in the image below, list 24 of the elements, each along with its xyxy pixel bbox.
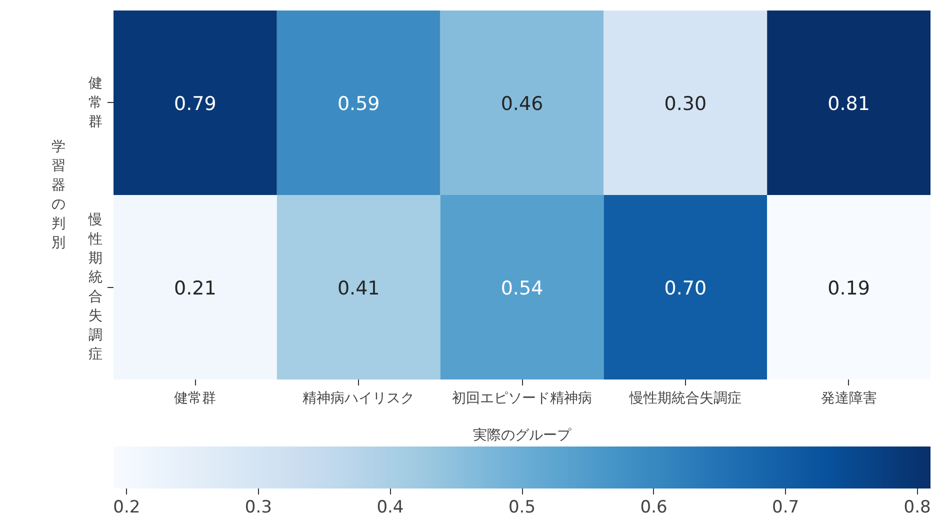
color-bar-label: 0.8 — [904, 498, 931, 515]
data-label: 0.54 — [500, 277, 544, 300]
data-label: 0.70 — [664, 277, 707, 300]
color-bar-label: 0.3 — [244, 498, 272, 515]
y-axis-title: 学習器の判別 — [52, 139, 66, 251]
data-label: 0.81 — [828, 92, 870, 115]
data-label: 0.59 — [337, 92, 380, 115]
color-bar-label: 0.2 — [113, 498, 140, 515]
data-label: 0.21 — [174, 277, 216, 300]
data-label: 0.79 — [174, 92, 216, 115]
x-tick-label: 精神病ハイリスク — [302, 390, 415, 406]
data-label: 0.19 — [828, 277, 870, 300]
data-label: 0.46 — [500, 92, 544, 115]
x-tick-label: 初回エピソード精神病 — [452, 390, 592, 406]
color-bar-label: 0.7 — [772, 498, 800, 515]
x-axis-title: 実際のグループ — [473, 428, 572, 444]
color-bar-label: 0.6 — [640, 498, 668, 515]
x-tick-label: 発達障害 — [820, 390, 877, 406]
color-bar-label: 0.4 — [376, 498, 404, 515]
x-tick-label: 慢性期統合失調症 — [628, 390, 742, 406]
data-label: 0.30 — [664, 92, 707, 115]
color-bar-label: 0.5 — [508, 498, 536, 515]
x-tick-label: 健常群 — [174, 390, 216, 406]
data-label: 0.41 — [337, 277, 380, 300]
